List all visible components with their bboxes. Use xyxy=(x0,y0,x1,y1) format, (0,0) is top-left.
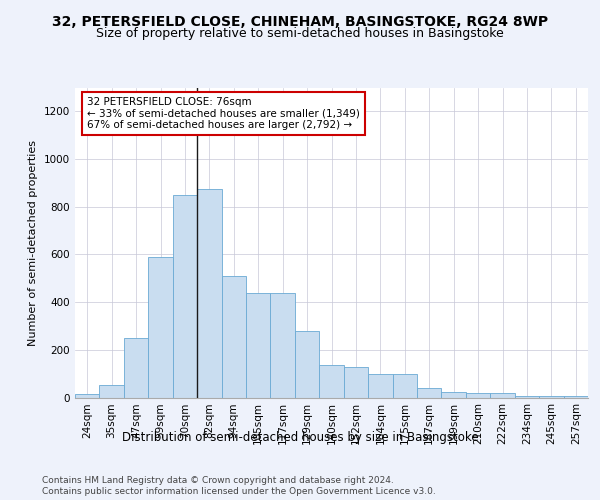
Text: Contains public sector information licensed under the Open Government Licence v3: Contains public sector information licen… xyxy=(42,487,436,496)
Bar xyxy=(563,396,588,398)
Bar xyxy=(490,393,515,398)
Bar xyxy=(173,196,197,398)
Bar xyxy=(295,330,319,398)
Bar xyxy=(392,374,417,398)
Text: 32 PETERSFIELD CLOSE: 76sqm
← 33% of semi-detached houses are smaller (1,349)
67: 32 PETERSFIELD CLOSE: 76sqm ← 33% of sem… xyxy=(87,97,360,130)
Bar xyxy=(442,392,466,398)
Bar xyxy=(100,385,124,398)
Bar xyxy=(344,366,368,398)
Bar xyxy=(124,338,148,398)
Text: Contains HM Land Registry data © Crown copyright and database right 2024.: Contains HM Land Registry data © Crown c… xyxy=(42,476,394,485)
Bar xyxy=(368,374,392,398)
Bar xyxy=(197,189,221,398)
Bar xyxy=(466,393,490,398)
Text: 32, PETERSFIELD CLOSE, CHINEHAM, BASINGSTOKE, RG24 8WP: 32, PETERSFIELD CLOSE, CHINEHAM, BASINGS… xyxy=(52,15,548,29)
Bar xyxy=(75,394,100,398)
Bar xyxy=(221,276,246,398)
Bar xyxy=(417,388,442,398)
Bar xyxy=(271,293,295,398)
Text: Distribution of semi-detached houses by size in Basingstoke: Distribution of semi-detached houses by … xyxy=(122,431,478,444)
Bar xyxy=(319,366,344,398)
Bar xyxy=(148,257,173,398)
Bar xyxy=(515,396,539,398)
Y-axis label: Number of semi-detached properties: Number of semi-detached properties xyxy=(28,140,38,346)
Text: Size of property relative to semi-detached houses in Basingstoke: Size of property relative to semi-detach… xyxy=(96,28,504,40)
Bar xyxy=(539,396,563,398)
Bar xyxy=(246,293,271,398)
